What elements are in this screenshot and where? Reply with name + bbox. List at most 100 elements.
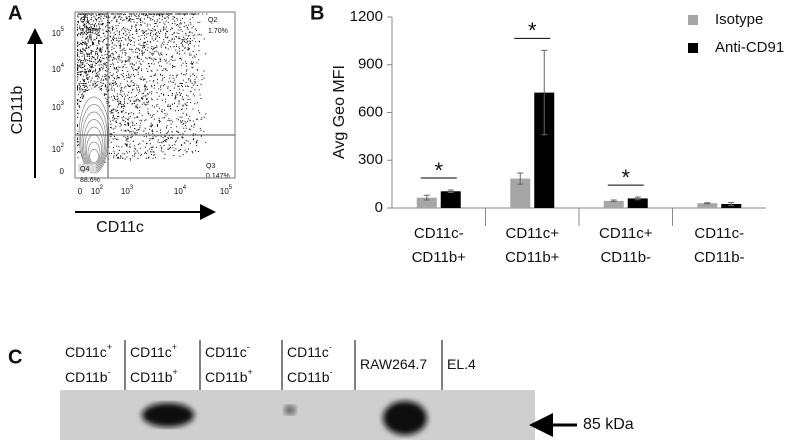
plot-frame [74,11,236,179]
lane-label: CD11b- [287,367,333,384]
y-tick-label: 0 [60,167,65,176]
lane-label-base: CD11c [287,344,329,360]
x-tick-label: 102 [91,185,104,197]
lane-label: CD11b- [65,367,111,384]
x-tick-label-base: 10 [220,187,229,196]
x-tick-label-base: 10 [174,187,183,196]
y-tick-label-base: 10 [52,29,61,38]
bar-chart: 0 300 600 900 1200 CD11c- CD11b+ * CD11c+ CD11b+ *… [350,8,785,266]
x-tick-label: 103 [121,185,134,197]
lane-label-sup: + [173,367,178,377]
x-tick-label: CD11c+ [506,225,560,242]
legend-label: Anti-CD91 [715,39,784,56]
bar [627,198,648,208]
y-tick-label-sup: 4 [61,63,65,69]
quadrant-percent: 1.70% [208,28,228,35]
panel-label: C [8,346,22,368]
panel-label: A [8,2,22,24]
contour [89,149,99,163]
lane-label-base: EL.4 [447,356,476,372]
x-tick-label: CD11c+ [599,225,653,242]
lane-label-sup: - [329,342,332,352]
marker-label: 85 kDa [583,416,634,433]
lane-label-base: CD11b [130,369,173,385]
x-tick-label: 0 [78,187,83,196]
quadrant-percent: 88.6% [80,177,100,184]
blot-membrane [60,390,535,440]
quadrant-name: Q1 [80,17,89,24]
error-bar [728,201,735,207]
y-tick-label: 1200 [350,8,383,25]
error-bar [541,49,548,136]
x-tick-label-base: 10 [91,187,100,196]
lane-label: CD11c- [205,342,250,359]
lane-label-base: CD11c [205,344,247,360]
y-tick-label: 0 [375,199,383,216]
legend-swatch [688,43,698,53]
western-blot: CD11c+CD11b-CD11c+CD11b+CD11c-CD11b+CD11… [60,340,535,440]
x-tick-label-sup: 4 [183,185,187,191]
x-tick-label: CD11b+ [412,249,467,266]
quadrant-name: Q4 [80,166,89,173]
lane-label-base: CD11c [65,344,107,360]
lane-label-sup: + [172,342,177,352]
density-core [78,88,110,168]
legend-swatch [688,15,698,25]
bar [440,191,461,208]
axis-label: Avg Geo MFI [331,65,348,159]
y-tick-label: 300 [358,151,383,168]
quadrant-percent: 0.147% [206,173,230,180]
y-tick-label-base: 0 [60,167,65,176]
y-tick-label-sup: 3 [61,101,65,107]
bar [510,178,531,208]
quadrant-name: Q3 [206,163,215,170]
x-tick-label-base: 10 [121,187,130,196]
y-tick-label-sup: 5 [61,27,65,33]
axis-label: CD11b [9,86,26,135]
y-tick-label: 104 [52,63,65,75]
y-tick-label: 105 [52,27,65,39]
bar [697,203,718,208]
lane-label: CD11c+ [65,342,112,359]
lane-label: CD11c- [287,342,332,359]
error-bar [704,202,711,205]
error-bar [610,199,617,203]
error-bar [517,172,524,185]
lane-label-sup: - [247,342,250,352]
lane-label-sup: + [248,367,253,377]
y-tick-label-base: 10 [52,103,61,112]
lane-label-base: CD11c [130,344,172,360]
lane-label: CD11b+ [205,367,253,384]
error-bar [447,189,454,194]
y-tick-label: 103 [52,101,65,113]
lane-label-sup: - [108,367,111,377]
x-tick-label: CD11c- [694,225,744,242]
band [383,401,427,435]
significance-label: * [621,165,630,190]
y-tick-label: 600 [358,103,383,120]
quadrant-name: Q2 [208,17,217,24]
lane-label-base: CD11b [205,369,248,385]
lane-label-base: CD11b [287,369,330,385]
x-tick-label: CD11b- [694,249,745,266]
x-tick-label: CD11b+ [505,249,560,266]
lane-label-base: RAW264.7 [360,356,427,372]
x-tick-label: 104 [174,185,187,197]
panel-label: B [310,2,324,24]
x-tick-label: CD11c- [414,225,464,242]
error-bar [634,196,641,201]
significance-label: * [434,158,443,183]
x-tick-label-base: 0 [78,187,83,196]
lane-label: CD11c+ [130,342,177,359]
quadrant-label-bg [78,164,96,172]
bar [603,200,624,208]
lane-label: RAW264.7 [360,356,427,372]
x-tick-label: 105 [220,185,233,197]
y-tick-label-base: 10 [52,65,61,74]
x-tick-label-sup: 5 [229,185,233,191]
significance-label: * [528,18,537,43]
lane-label-sup: - [330,367,333,377]
band [142,403,194,427]
